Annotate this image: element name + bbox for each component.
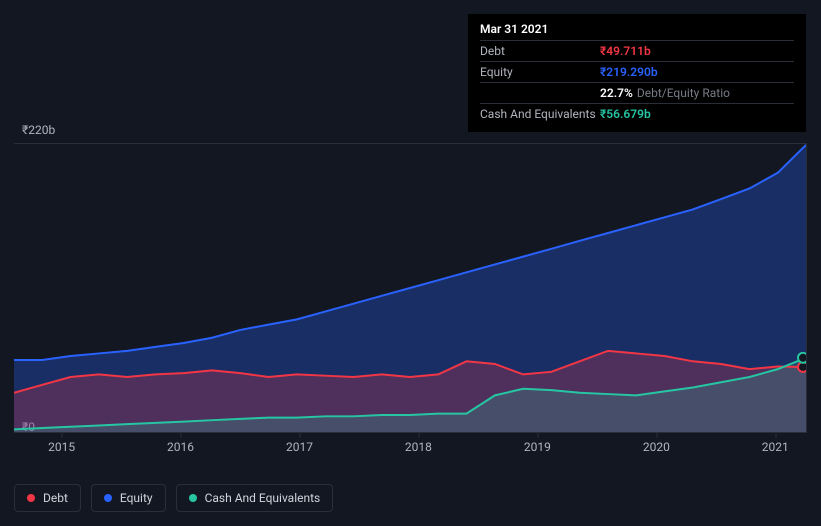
tooltip-row-value: 22.7% (600, 86, 633, 100)
x-axis-label: 2020 (643, 440, 670, 454)
chart-legend: Debt Equity Cash And Equivalents (14, 484, 333, 512)
legend-item-equity[interactable]: Equity (91, 484, 166, 512)
tooltip-row-value: ₹56.679b (600, 107, 651, 121)
legend-dot-icon (189, 494, 197, 502)
x-axis-label: 2016 (167, 440, 194, 454)
legend-item-label: Equity (120, 491, 153, 505)
legend-item-debt[interactable]: Debt (14, 484, 81, 512)
legend-item-label: Debt (43, 491, 68, 505)
tooltip-row-label: Debt (480, 44, 600, 58)
tooltip-row: Equity₹219.290b (480, 61, 794, 82)
chart-plot[interactable] (14, 143, 807, 433)
chart-tooltip: Mar 31 2021 Debt₹49.711bEquity₹219.290b2… (468, 14, 806, 132)
x-axis-label: 2015 (48, 440, 75, 454)
legend-dot-icon (27, 494, 35, 502)
x-axis-label: 2018 (405, 440, 432, 454)
tooltip-row: Debt₹49.711b (480, 40, 794, 61)
tooltip-date: Mar 31 2021 (480, 22, 794, 36)
tooltip-row-label (480, 86, 600, 100)
legend-dot-icon (104, 494, 112, 502)
cash-end-marker (798, 353, 806, 363)
x-axis-label: 2017 (286, 440, 313, 454)
tooltip-row-value: ₹49.711b (600, 44, 651, 58)
legend-item-cash-and-equivalents[interactable]: Cash And Equivalents (176, 484, 334, 512)
x-axis-label: 2021 (762, 440, 789, 454)
tooltip-row: Cash And Equivalents₹56.679b (480, 103, 794, 124)
y-axis-label: ₹220b (22, 123, 55, 137)
tooltip-row-sub: Debt/Equity Ratio (637, 86, 730, 100)
x-axis: 2015 2016 2017 2018 2019 2020 2021 (14, 440, 807, 460)
x-axis-label: 2019 (524, 440, 551, 454)
legend-item-label: Cash And Equivalents (205, 491, 321, 505)
tooltip-row-label: Cash And Equivalents (480, 107, 600, 121)
tooltip-row-label: Equity (480, 65, 600, 79)
tooltip-row: 22.7% Debt/Equity Ratio (480, 82, 794, 103)
tooltip-row-value: ₹219.290b (600, 65, 658, 79)
